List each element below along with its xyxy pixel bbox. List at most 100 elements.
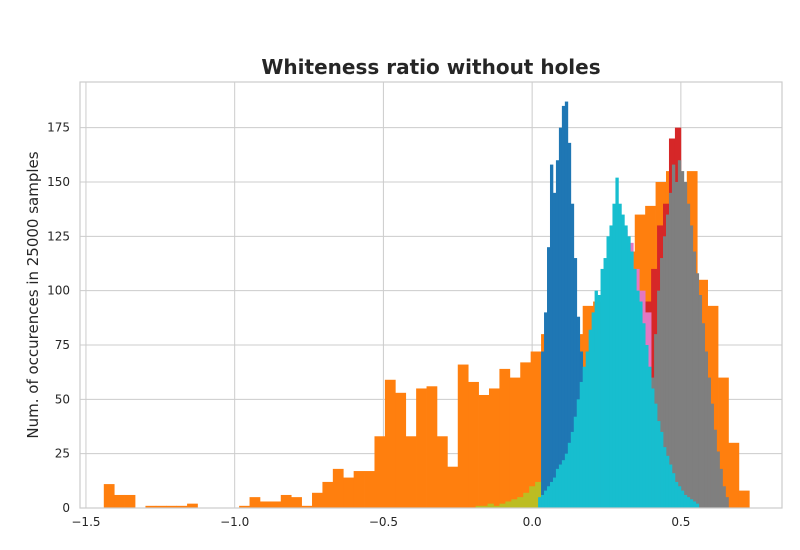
bar-3-26 [722,486,726,508]
bar-3-9 [671,164,676,508]
bar-6-38 [651,388,655,508]
x-tick-labels: −1.5 −1.0 −0.5 0.0 0.5 [71,515,690,529]
bar-6-44 [668,464,673,508]
bar-6-25 [612,203,616,508]
bar-6-21 [600,268,604,508]
bar-3-4 [657,290,661,508]
y-tick-label-7: 175 [47,121,70,135]
bar-6-22 [603,258,607,508]
y-axis-label: Num. of occurences in 25000 samples [24,151,42,438]
bar-0-59 [718,377,729,508]
bar-6-45 [671,473,676,508]
bar-3-18 [698,295,703,508]
bar-0-16 [270,501,282,508]
bar-0-23 [343,477,355,508]
bar-6-48 [680,490,685,508]
bar-5-8 [564,101,569,508]
bar-3-15 [689,225,694,508]
bar-0-2 [124,494,136,508]
bar-6-32 [633,268,637,508]
bar-5-3 [549,164,554,508]
y-tick-label-0: 0 [62,501,70,515]
bar-6-41 [660,431,664,508]
bar-5-10 [570,203,575,508]
bar-3-19 [701,323,706,508]
bar-1-3 [493,505,500,508]
bar-1-4 [499,503,506,508]
bar-5-7 [561,105,566,508]
y-tick-label-5: 125 [47,229,70,243]
bar-0-1 [114,494,125,508]
y-tick-label-6: 150 [47,175,70,189]
bar-3-13 [683,181,688,509]
bar-0-8 [187,503,198,508]
bar-6-2 [544,490,548,508]
bar-1-7 [517,497,524,508]
x-tick-label-1: −1.0 [220,515,249,529]
bar-6-36 [645,344,649,508]
bar-3-11 [677,160,682,509]
bar-0-21 [322,481,334,508]
bar-6-1 [541,494,545,508]
bar-6-9 [564,453,569,508]
bar-0-17 [280,494,292,508]
bar-6-6 [555,468,560,508]
bar-5-6 [558,127,563,508]
bar-6-26 [615,177,619,508]
plot-frame [79,81,783,509]
bar-0-34 [457,364,469,508]
bar-6-4 [549,481,554,508]
bar-0-6 [166,505,178,508]
bar-6-42 [663,447,667,508]
bar-6-0 [538,497,542,508]
bar-0-32 [436,436,448,508]
bar-5-4 [552,192,557,508]
bar-6-47 [677,486,682,508]
bar-3-22 [710,403,714,508]
bar-0-30 [416,388,427,508]
bar-0-36 [478,394,490,508]
bar-6-37 [648,366,652,508]
bar-6-51 [689,499,694,508]
bar-1-9 [529,486,536,508]
histogram-bars [103,101,750,509]
bar-6-8 [561,460,566,508]
bar-1-6 [511,499,518,508]
x-tick-label-0: −1.5 [71,515,100,529]
bar-5-2 [547,247,551,508]
bar-3-21 [707,377,711,508]
bar-0-31 [426,386,438,508]
bar-0-35 [468,381,479,508]
bar-3-7 [665,214,670,508]
bar-3-23 [713,429,717,508]
bar-6-50 [686,497,691,508]
bar-6-34 [639,301,643,508]
bar-5-9 [567,142,572,509]
bar-6-35 [642,323,646,508]
bar-0-27 [384,379,396,508]
bar-1-8 [523,492,530,508]
bar-6-31 [630,251,634,508]
bar-0-37 [489,388,500,508]
bar-5-5 [555,160,560,509]
bar-5-0 [541,351,545,508]
y-tick-label-3: 75 [55,338,70,352]
bar-6-18 [591,312,595,508]
bar-3-16 [692,251,697,508]
bar-6-20 [597,295,601,508]
bar-0-41 [530,351,542,508]
bar-0-40 [520,362,531,508]
bar-6-12 [573,416,578,508]
bar-0-0 [103,484,115,508]
bar-6-27 [618,203,622,508]
bar-0-33 [447,466,459,508]
bar-3-24 [716,451,720,508]
bar-0-20 [312,492,323,508]
bar-0-7 [176,505,188,508]
bar-0-13 [239,505,250,508]
bar-1-2 [487,503,494,508]
bar-0-61 [738,490,750,508]
bar-3-17 [695,273,700,508]
bar-0-25 [364,471,375,508]
